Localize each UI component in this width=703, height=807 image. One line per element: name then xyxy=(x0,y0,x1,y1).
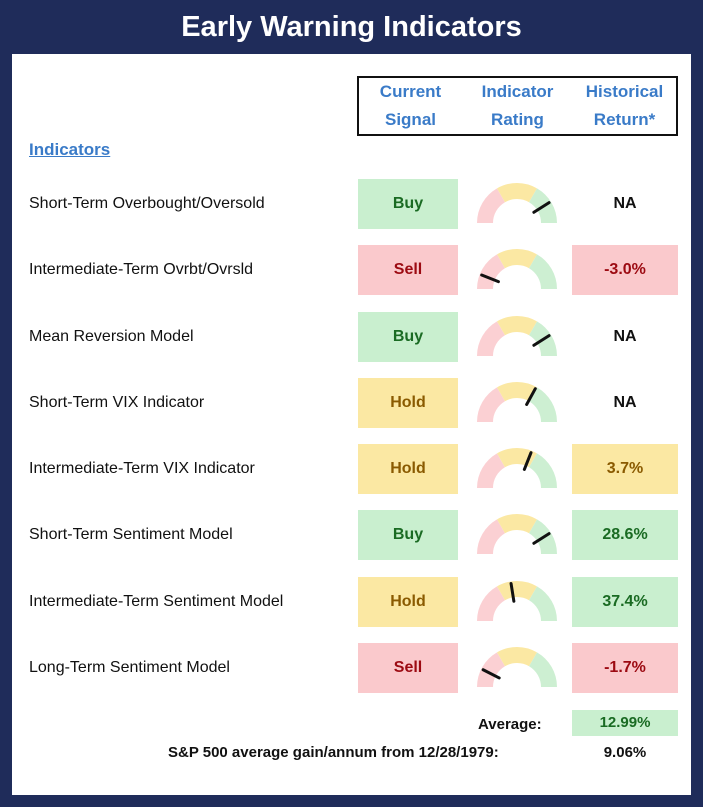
indicator-name: Intermediate-Term Sentiment Model xyxy=(29,593,284,610)
header-historical-return-line2: Return* xyxy=(593,110,656,129)
indicator-panel: Current Signal Indicator Rating Historic… xyxy=(12,54,691,795)
header-indicator-rating-line1: Indicator xyxy=(481,82,554,101)
sp500-value: 9.06% xyxy=(603,744,647,761)
average-label: Average: xyxy=(478,716,542,733)
signal-badge: Buy xyxy=(358,179,458,229)
indicator-name: Short-Term Sentiment Model xyxy=(29,526,233,543)
indicator-name: Short-Term VIX Indicator xyxy=(29,394,205,411)
indicator-name: Long-Term Sentiment Model xyxy=(29,659,230,676)
signal-badge: Buy xyxy=(358,510,458,560)
indicator-name: Intermediate-Term VIX Indicator xyxy=(29,460,255,477)
indicator-name: Mean Reversion Model xyxy=(29,328,194,345)
rating-gauge-icon xyxy=(470,577,564,627)
signal-badge: Buy xyxy=(358,312,458,362)
page-title: Early Warning Indicators xyxy=(181,11,522,43)
header-historical-return: Historical Return* xyxy=(571,78,678,134)
rating-gauge-icon xyxy=(470,643,564,693)
historical-return-value: NA xyxy=(613,195,637,212)
indicator-name: Intermediate-Term Ovrbt/Ovrsld xyxy=(29,261,254,278)
historical-return-value: NA xyxy=(613,394,637,411)
average-value: 12.99% xyxy=(572,710,678,736)
signal-badge: Hold xyxy=(358,577,458,627)
indicators-section-label: Indicators xyxy=(29,140,111,159)
column-header-box xyxy=(357,76,678,136)
header-historical-return-line1: Historical xyxy=(585,82,664,101)
signal-badge: Sell xyxy=(358,643,458,693)
header-indicator-rating-line2: Rating xyxy=(491,110,544,129)
header-current-signal: Current Signal xyxy=(357,78,464,134)
header-indicator-rating: Indicator Rating xyxy=(464,78,571,134)
signal-badge: Sell xyxy=(358,245,458,295)
historical-return-value: 37.4% xyxy=(572,577,678,627)
header-current-signal-line1: Current xyxy=(379,82,442,101)
rating-gauge-icon xyxy=(470,510,564,560)
historical-return-value: 28.6% xyxy=(572,510,678,560)
signal-badge: Hold xyxy=(358,378,458,428)
rating-gauge-icon xyxy=(470,444,564,494)
rating-gauge-icon xyxy=(470,245,564,295)
header-current-signal-line2: Signal xyxy=(384,110,436,129)
sp500-label: S&P 500 average gain/annum from 12/28/19… xyxy=(168,744,499,761)
rating-gauge-icon xyxy=(470,312,564,362)
historical-return-value: NA xyxy=(613,328,637,345)
rating-gauge-icon xyxy=(470,179,564,229)
historical-return-value: 3.7% xyxy=(572,444,678,494)
historical-return-value: -1.7% xyxy=(572,643,678,693)
signal-badge: Hold xyxy=(358,444,458,494)
indicator-name: Short-Term Overbought/Oversold xyxy=(29,195,265,212)
rating-gauge-icon xyxy=(470,378,564,428)
historical-return-value: -3.0% xyxy=(572,245,678,295)
